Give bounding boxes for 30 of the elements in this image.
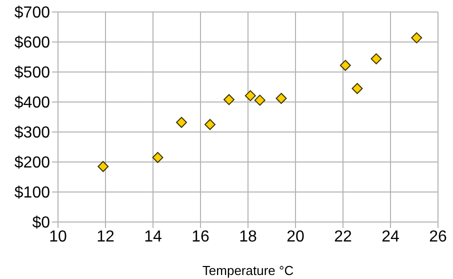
x-tick-label: 18 [239,228,257,246]
y-tick-label: $200 [14,154,50,172]
x-tick-label: 22 [334,228,352,246]
x-axis-title: Temperature °C [202,263,294,278]
x-tick-label: 14 [144,228,162,246]
x-tick-label: 26 [429,228,447,246]
point [204,119,216,130]
x-tick-label: 10 [49,228,67,246]
y-tick-label: $700 [14,4,50,22]
point [254,94,266,106]
y-tick-label: $600 [14,34,50,52]
y-tick-label: $100 [14,184,50,202]
y-tick-label: $300 [14,124,50,142]
x-tick-label: 24 [382,228,400,246]
x-tick-label: 16 [192,228,210,246]
point [370,53,382,64]
y-tick-label: $0 [32,214,50,232]
y-tick-label: $500 [14,64,50,82]
point [244,90,256,102]
point [411,32,422,44]
x-tick-label: 12 [96,228,114,246]
point [98,161,109,172]
point [176,116,187,128]
point [340,60,351,71]
x-tick-label: 20 [286,228,304,246]
y-tick-label: $400 [14,94,50,112]
point [224,94,234,106]
point [352,83,363,94]
point [152,152,164,163]
point [276,92,287,104]
